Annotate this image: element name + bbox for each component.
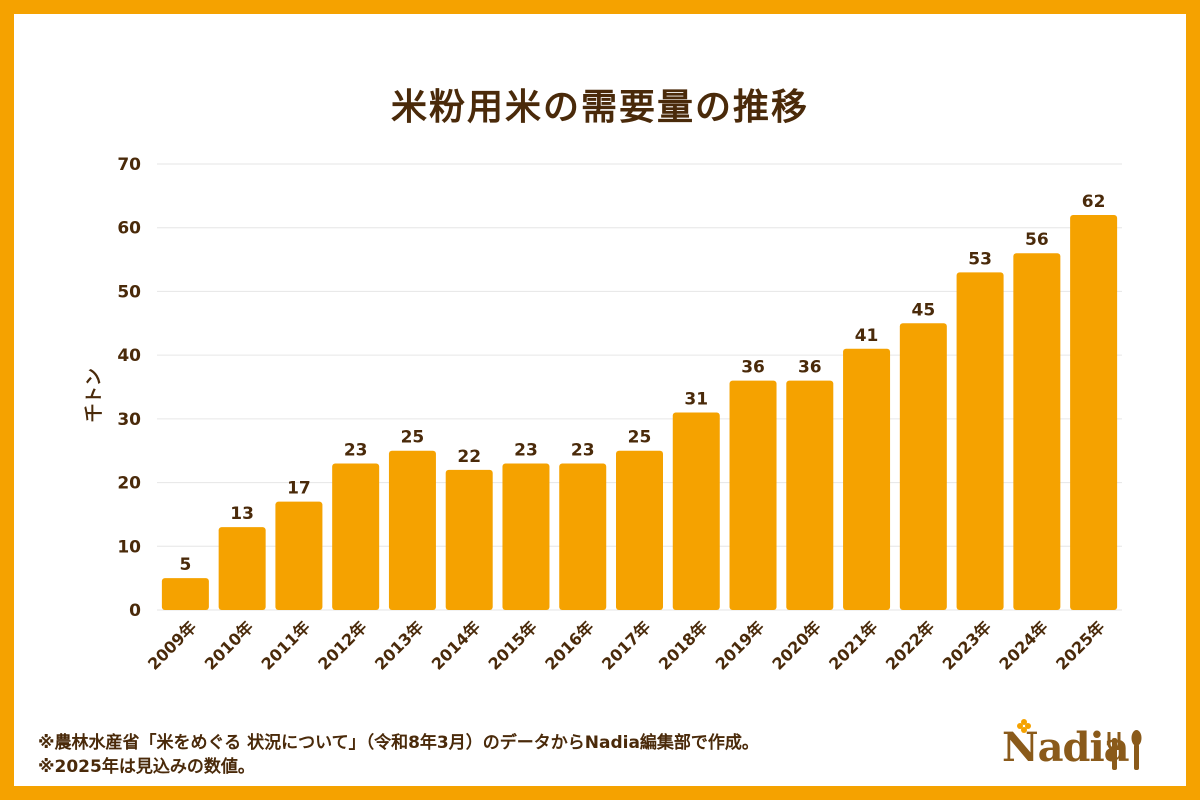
y-tick-label: 70 — [117, 155, 141, 175]
nadia-logo: Nadia — [1002, 719, 1152, 774]
x-tick-label: 2015年 — [485, 617, 541, 673]
x-tick-label: 2012年 — [314, 617, 370, 673]
data-labels: 5 13 17 23 25 22 23 23 25 31 36 36 41 45 53 56 62 — [179, 192, 1105, 575]
y-tick-label: 50 — [117, 282, 141, 302]
x-tick-label: 2010年 — [201, 617, 257, 673]
x-tick-label: 2021年 — [825, 617, 881, 673]
bar — [672, 412, 720, 610]
data-label: 25 — [401, 428, 425, 448]
data-label: 22 — [457, 447, 481, 467]
bar — [332, 463, 380, 610]
chart-title: 米粉用米の需要量の推移 — [390, 87, 809, 128]
x-tick-label: 2014年 — [428, 617, 484, 673]
data-label: 13 — [230, 504, 254, 524]
data-label: 25 — [628, 428, 652, 448]
data-label: 31 — [684, 389, 708, 409]
x-axis-ticks: 2009年 2010年 2011年 2012年 2013年 2014年 2015年 2016年… — [144, 617, 1108, 673]
data-label: 53 — [968, 249, 992, 269]
x-tick-label: 2017年 — [598, 617, 654, 673]
x-tick-label: 2023年 — [939, 617, 995, 673]
bar — [388, 450, 436, 610]
data-label: 17 — [287, 479, 311, 499]
flower-icon — [1017, 719, 1031, 733]
x-tick-label: 2019年 — [712, 617, 768, 673]
y-tick-label: 20 — [117, 474, 141, 494]
bar — [899, 323, 947, 610]
bar — [843, 348, 891, 610]
bar — [275, 501, 323, 610]
y-axis-label: 千トン — [84, 368, 105, 422]
y-tick-label: 10 — [117, 537, 141, 557]
y-tick-label: 60 — [117, 219, 141, 239]
data-label: 36 — [798, 358, 822, 378]
data-label: 41 — [855, 326, 879, 346]
x-tick-label: 2025年 — [1052, 617, 1108, 673]
bar — [559, 463, 607, 610]
data-label: 36 — [741, 358, 765, 378]
y-tick-label: 0 — [129, 601, 141, 621]
x-tick-label: 2016年 — [541, 617, 597, 673]
x-tick-label: 2013年 — [371, 617, 427, 673]
bar — [1013, 253, 1061, 610]
bars — [161, 214, 1118, 610]
data-label: 56 — [1025, 230, 1049, 250]
data-label: 45 — [911, 300, 935, 320]
y-tick-label: 30 — [117, 410, 141, 430]
data-label: 5 — [179, 555, 191, 575]
y-tick-label: 40 — [117, 346, 141, 366]
bar — [218, 527, 266, 610]
y-axis-ticks: 0 10 20 30 40 50 60 70 — [117, 155, 141, 621]
x-tick-label: 2011年 — [257, 617, 313, 673]
bar — [786, 380, 834, 610]
bar — [445, 469, 493, 610]
x-tick-label: 2020年 — [768, 617, 824, 673]
x-tick-label: 2024年 — [995, 617, 1051, 673]
x-tick-label: 2009年 — [144, 617, 200, 673]
x-tick-label: 2018年 — [655, 617, 711, 673]
source-note: ※農林水産省「米をめぐる 状況について」（令和8年3月）のデータからNadia編… — [38, 733, 759, 753]
bar — [956, 272, 1004, 610]
data-label: 23 — [571, 440, 595, 460]
data-label: 23 — [344, 440, 368, 460]
bar — [502, 463, 550, 610]
bar — [729, 380, 777, 610]
bar — [161, 578, 209, 610]
data-label: 23 — [514, 440, 538, 460]
forecast-note: ※2025年は見込みの数値。 — [38, 757, 255, 777]
bar — [616, 450, 663, 610]
cutlery-icon — [1107, 730, 1142, 770]
data-label: 62 — [1082, 192, 1106, 212]
bar — [1070, 214, 1118, 610]
x-tick-label: 2022年 — [882, 617, 938, 673]
